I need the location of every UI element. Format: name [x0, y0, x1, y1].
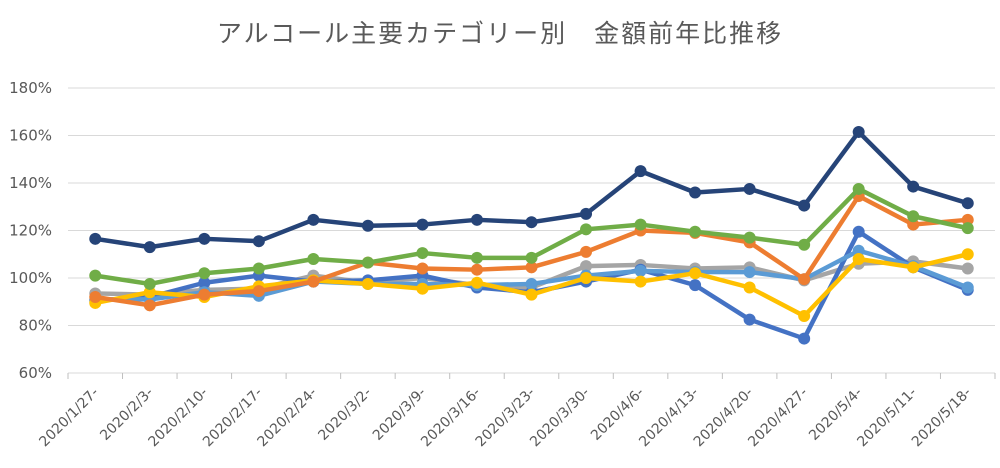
- data-point: [416, 282, 429, 295]
- data-point: [143, 277, 156, 290]
- x-tick-label: 2020/3/2-: [315, 385, 374, 444]
- data-point: [798, 199, 811, 212]
- x-tick-label: 2020/5/18-: [909, 385, 975, 451]
- x-tick-label: 2020/3/30-: [527, 385, 593, 451]
- data-point: [525, 216, 538, 229]
- x-tick-label: 2020/1/27-: [36, 385, 102, 451]
- data-point: [416, 247, 429, 260]
- data-point: [198, 288, 211, 301]
- data-point: [470, 251, 483, 264]
- data-point: [907, 180, 920, 193]
- data-point: [798, 238, 811, 251]
- data-point: [580, 272, 593, 284]
- data-point: [416, 218, 429, 231]
- x-tick-label: 2020/3/9-: [370, 385, 429, 444]
- y-tick-label: 100%: [9, 269, 52, 287]
- y-tick-label: 120%: [9, 222, 52, 240]
- data-point: [689, 267, 702, 280]
- y-tick-label: 140%: [9, 174, 52, 192]
- data-point: [907, 261, 920, 274]
- data-point: [743, 281, 756, 294]
- data-point: [907, 210, 920, 223]
- x-tick-label: 2020/5/4-: [806, 385, 865, 444]
- series-navy: [89, 125, 974, 254]
- data-point: [743, 182, 756, 195]
- data-point: [470, 276, 483, 289]
- data-point: [743, 231, 756, 244]
- data-point: [852, 182, 865, 195]
- chart-title: アルコール主要カテゴリー別 金額前年比推移: [216, 19, 784, 48]
- x-tick-label: 2020/2/3-: [97, 385, 156, 444]
- data-point: [307, 213, 320, 226]
- data-point: [252, 235, 265, 248]
- data-point: [961, 281, 974, 294]
- data-point: [525, 261, 538, 274]
- data-point: [525, 277, 538, 290]
- data-point: [961, 262, 974, 275]
- data-point: [961, 222, 974, 235]
- data-point: [143, 241, 156, 254]
- x-tick-label: 2020/4/27-: [745, 385, 811, 451]
- data-point: [798, 332, 811, 345]
- data-point: [907, 218, 920, 231]
- data-point: [525, 251, 538, 264]
- data-point: [89, 232, 102, 245]
- series-green: [89, 182, 974, 290]
- data-point: [470, 263, 483, 276]
- data-point: [143, 299, 156, 312]
- data-point: [307, 275, 320, 288]
- data-point: [89, 291, 102, 303]
- data-point: [961, 197, 974, 210]
- data-point: [198, 232, 211, 245]
- data-point: [852, 125, 865, 138]
- y-tick-label: 60%: [19, 364, 52, 382]
- data-point: [798, 273, 811, 286]
- data-point: [252, 285, 265, 298]
- data-point: [525, 288, 538, 301]
- data-point: [89, 269, 102, 282]
- y-tick-label: 160%: [9, 127, 52, 145]
- data-point: [961, 213, 974, 226]
- x-tick-label: 2020/2/24-: [255, 385, 321, 451]
- data-point: [252, 262, 265, 275]
- axes: 60%80%100%120%140%160%180%2020/1/27-2020…: [9, 79, 996, 451]
- data-point: [580, 223, 593, 236]
- data-point: [852, 253, 865, 265]
- data-point: [307, 253, 320, 265]
- data-point: [580, 207, 593, 220]
- data-point: [852, 225, 865, 238]
- data-point: [743, 266, 756, 279]
- data-point: [961, 248, 974, 261]
- data-point: [634, 165, 647, 178]
- data-point: [634, 275, 647, 288]
- y-tick-label: 180%: [9, 79, 52, 97]
- data-point: [198, 276, 211, 289]
- x-tick-label: 2020/4/6-: [588, 385, 647, 444]
- data-point: [198, 267, 211, 280]
- data-point: [743, 313, 756, 326]
- data-point: [852, 244, 865, 257]
- data-point: [361, 277, 374, 290]
- data-point: [580, 245, 593, 258]
- data-point: [361, 219, 374, 232]
- data-point: [143, 286, 156, 299]
- data-point: [470, 213, 483, 226]
- series-layer: [89, 125, 974, 345]
- y-tick-label: 80%: [19, 317, 52, 335]
- data-point: [689, 186, 702, 199]
- data-point: [689, 225, 702, 238]
- data-point: [634, 264, 647, 277]
- data-point: [361, 256, 374, 269]
- data-point: [798, 310, 811, 322]
- data-point: [634, 218, 647, 231]
- data-point: [580, 260, 593, 273]
- data-point: [689, 279, 702, 292]
- data-point: [416, 262, 429, 275]
